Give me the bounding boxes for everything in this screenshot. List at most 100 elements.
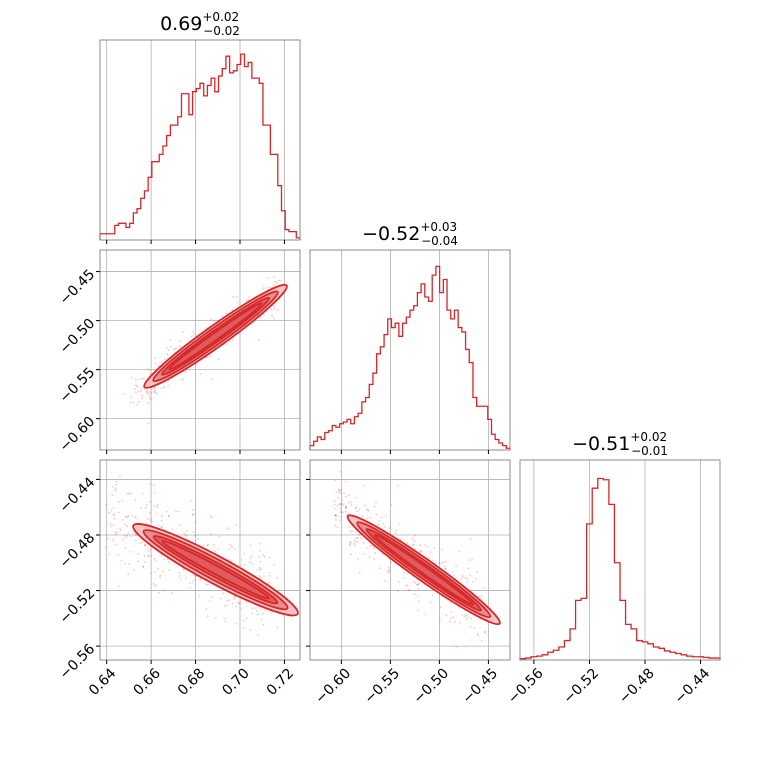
scatter-point <box>348 494 350 497</box>
scatter-point <box>167 384 170 387</box>
scatter-point <box>163 589 166 592</box>
scatter-point <box>338 503 341 506</box>
scatter-point <box>225 343 228 346</box>
scatter-point <box>466 614 469 616</box>
scatter-point <box>235 605 238 608</box>
scatter-point <box>338 489 341 492</box>
scatter-point <box>168 514 170 517</box>
scatter-point <box>112 486 114 488</box>
scatter-point <box>149 391 152 393</box>
scatter-point <box>337 491 340 494</box>
scatter-point <box>126 492 129 495</box>
scatter-point <box>464 614 467 617</box>
scatter-point <box>340 492 343 495</box>
scatter-point <box>141 397 144 399</box>
scatter-point <box>402 577 405 579</box>
scatter-point <box>182 331 184 334</box>
scatter-point <box>114 531 117 533</box>
scatter-point <box>263 555 266 558</box>
scatter-point <box>471 558 473 561</box>
x-tick-label: −0.52 <box>561 665 603 707</box>
scatter-point <box>419 549 422 552</box>
scatter-point <box>276 626 279 628</box>
scatter-point <box>339 507 342 510</box>
scatter-point <box>433 547 436 549</box>
scatter-point <box>135 391 138 394</box>
scatter-point <box>110 509 113 512</box>
scatter-point <box>217 358 220 361</box>
scatter-point <box>349 544 351 547</box>
scatter-point <box>159 361 161 364</box>
scatter-point <box>144 388 146 390</box>
scatter-point <box>247 299 250 301</box>
scatter-point <box>445 614 448 617</box>
scatter-point <box>348 543 351 546</box>
scatter-point <box>397 484 399 487</box>
scatter-point <box>125 536 128 539</box>
scatter-point <box>349 542 352 544</box>
scatter-point <box>159 574 162 577</box>
scatter-point <box>351 529 353 532</box>
scatter-point <box>258 556 261 558</box>
scatter-point <box>381 553 384 556</box>
scatter-point <box>144 544 147 547</box>
y-tick-label: −0.56 <box>57 641 99 683</box>
scatter-point <box>113 517 116 520</box>
scatter-point <box>274 280 277 283</box>
x-tick-label: −0.55 <box>361 665 403 707</box>
scatter-point <box>421 551 423 553</box>
scatter-point <box>150 554 153 557</box>
scatter-point <box>443 565 446 568</box>
scatter-point <box>126 525 128 528</box>
scatter-point <box>251 563 254 565</box>
scatter-point <box>150 572 153 575</box>
scatter-point <box>198 594 201 597</box>
scatter-point <box>134 499 137 502</box>
scatter-point <box>129 551 132 553</box>
scatter-point <box>141 541 144 543</box>
scatter-point <box>471 639 473 641</box>
scatter-point <box>340 516 343 518</box>
scatter-point <box>367 509 370 512</box>
scatter-point <box>344 510 347 513</box>
scatter-point <box>141 387 144 390</box>
scatter-point <box>260 608 263 611</box>
scatter-point <box>147 422 150 425</box>
scatter-point <box>143 554 146 557</box>
scatter-point <box>442 561 444 564</box>
scatter-point <box>266 286 269 289</box>
scatter-point <box>157 523 160 526</box>
scatter-point <box>344 480 347 483</box>
x-tick-label: −0.56 <box>505 665 547 707</box>
scatter-point <box>158 591 161 594</box>
scatter-point <box>439 606 442 609</box>
diag-panel-0: 0.69+0.02 −0.02 <box>99 10 301 244</box>
scatter-point <box>249 561 252 564</box>
scatter-point <box>334 479 337 482</box>
scatter-point <box>163 386 166 389</box>
scatter-point <box>262 553 264 556</box>
scatter-point <box>179 524 182 527</box>
scatter-point <box>154 357 157 359</box>
scatter-point <box>240 559 243 561</box>
scatter-point <box>444 560 447 563</box>
scatter-point <box>149 398 152 401</box>
scatter-point <box>424 613 427 616</box>
scatter-point <box>473 627 475 629</box>
scatter-point <box>206 583 209 586</box>
scatter-point <box>238 333 241 335</box>
scatter-point <box>452 570 454 573</box>
scatter-point <box>203 544 205 547</box>
scatter-point <box>223 617 226 620</box>
scatter-point <box>199 373 202 376</box>
pair-panel-1 <box>96 459 301 664</box>
scatter-point <box>112 523 115 526</box>
scatter-point <box>260 618 263 621</box>
scatter-point <box>406 572 409 574</box>
scatter-point <box>339 503 342 505</box>
scatter-point <box>144 544 147 547</box>
scatter-point <box>174 348 177 350</box>
scatter-point <box>335 514 338 517</box>
scatter-point <box>171 592 174 594</box>
scatter-point <box>263 313 265 316</box>
